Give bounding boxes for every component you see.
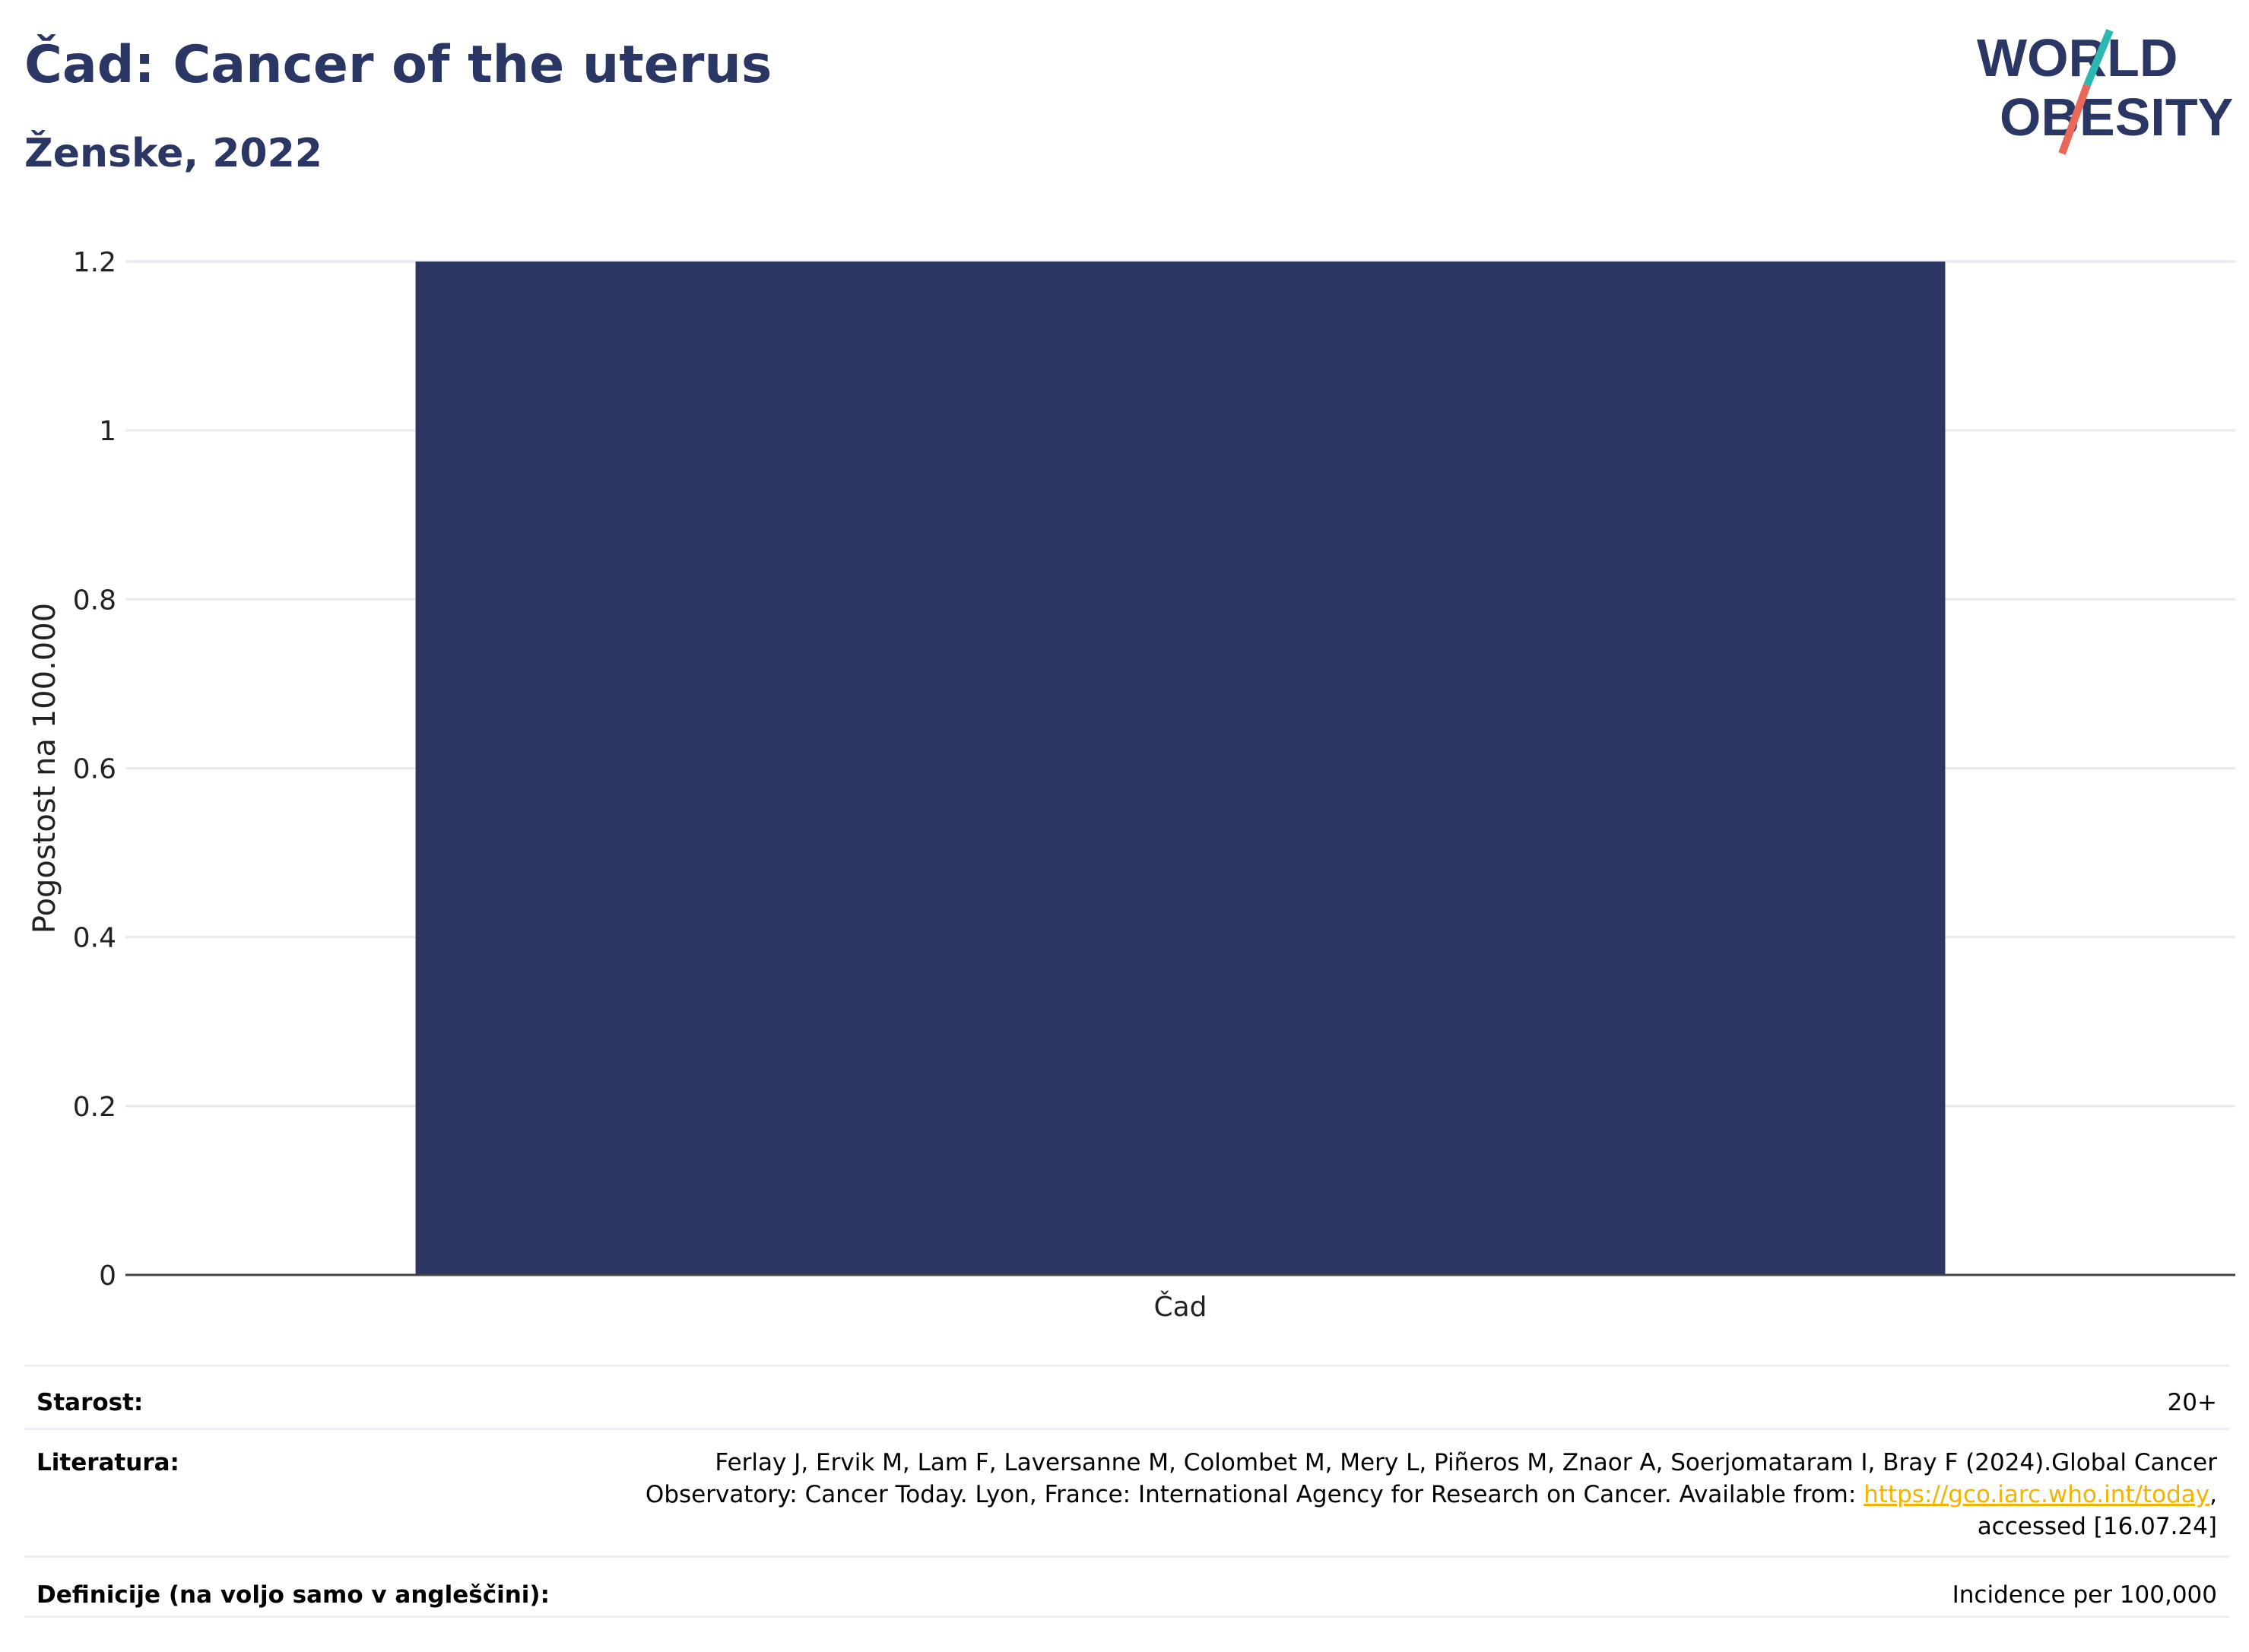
- bar-0[interactable]: [415, 262, 1946, 1275]
- literature-label: Literatura:: [36, 1449, 179, 1476]
- age-value: 20+: [2167, 1389, 2217, 1416]
- bars: [415, 262, 1946, 1275]
- y-tick-label-4: 0.8: [73, 585, 116, 616]
- logo-slash-top: [2083, 29, 2114, 87]
- x-tick-label-chad: Čad: [1153, 1291, 1207, 1323]
- y-tick-labels: 0 0.2 0.4 0.6 0.8 1 1.2: [73, 247, 116, 1292]
- literature-line-2: Observatory: Cancer Today. Lyon, France:…: [468, 1479, 2217, 1511]
- logo-word-world: WORLD: [1977, 28, 2178, 87]
- age-label: Starost:: [36, 1389, 144, 1416]
- y-axis-title: Pogostost na 100.000: [27, 603, 62, 934]
- gco-link[interactable]: https://gco.iarc.who.int/today: [1864, 1481, 2210, 1508]
- meta-literature-row: Literatura: Ferlay J, Ervik M, Lam F, La…: [24, 1428, 2229, 1555]
- chart-title: Čad: Cancer of the uterus: [24, 35, 772, 95]
- y-tick-label-5: 1: [99, 416, 116, 447]
- definitions-value: Incidence per 100,000: [1952, 1581, 2217, 1609]
- meta-age-row: Starost: 20+: [24, 1365, 2229, 1428]
- y-tick-label-2: 0.4: [73, 923, 116, 954]
- logo-word-obesity: OBESITY: [2000, 87, 2233, 147]
- literature-value: Ferlay J, Ervik M, Lam F, Laversanne M, …: [468, 1447, 2217, 1543]
- meta-definitions-row: Definicije (na voljo samo v angleščini):…: [24, 1555, 2229, 1619]
- y-tick-label-3: 0.6: [73, 754, 116, 785]
- y-tick-label-1: 0.2: [73, 1092, 116, 1123]
- literature-line-2-comma: ,: [2209, 1481, 2217, 1508]
- definitions-label: Definicije (na voljo samo v angleščini):: [36, 1581, 550, 1609]
- literature-line-2-text: Observatory: Cancer Today. Lyon, France:…: [645, 1481, 1864, 1508]
- literature-line-3: accessed [16.07.24]: [1977, 1513, 2217, 1540]
- y-tick-label-0: 0: [99, 1260, 116, 1292]
- literature-line-1: Ferlay J, Ervik M, Lam F, Laversanne M, …: [715, 1449, 2217, 1476]
- y-tick-label-6: 1.2: [73, 247, 116, 278]
- meta-bottom-divider: [24, 1616, 2229, 1618]
- chart-subtitle: Ženske, 2022: [24, 131, 322, 176]
- world-obesity-logo: WORLD OBESITY: [1977, 28, 2233, 155]
- bar-chart: 0 0.2 0.4 0.6 0.8 1 1.2 Čad Pogostost na 100.0…: [27, 247, 2235, 1323]
- logo-slash-bottom: [2058, 84, 2091, 155]
